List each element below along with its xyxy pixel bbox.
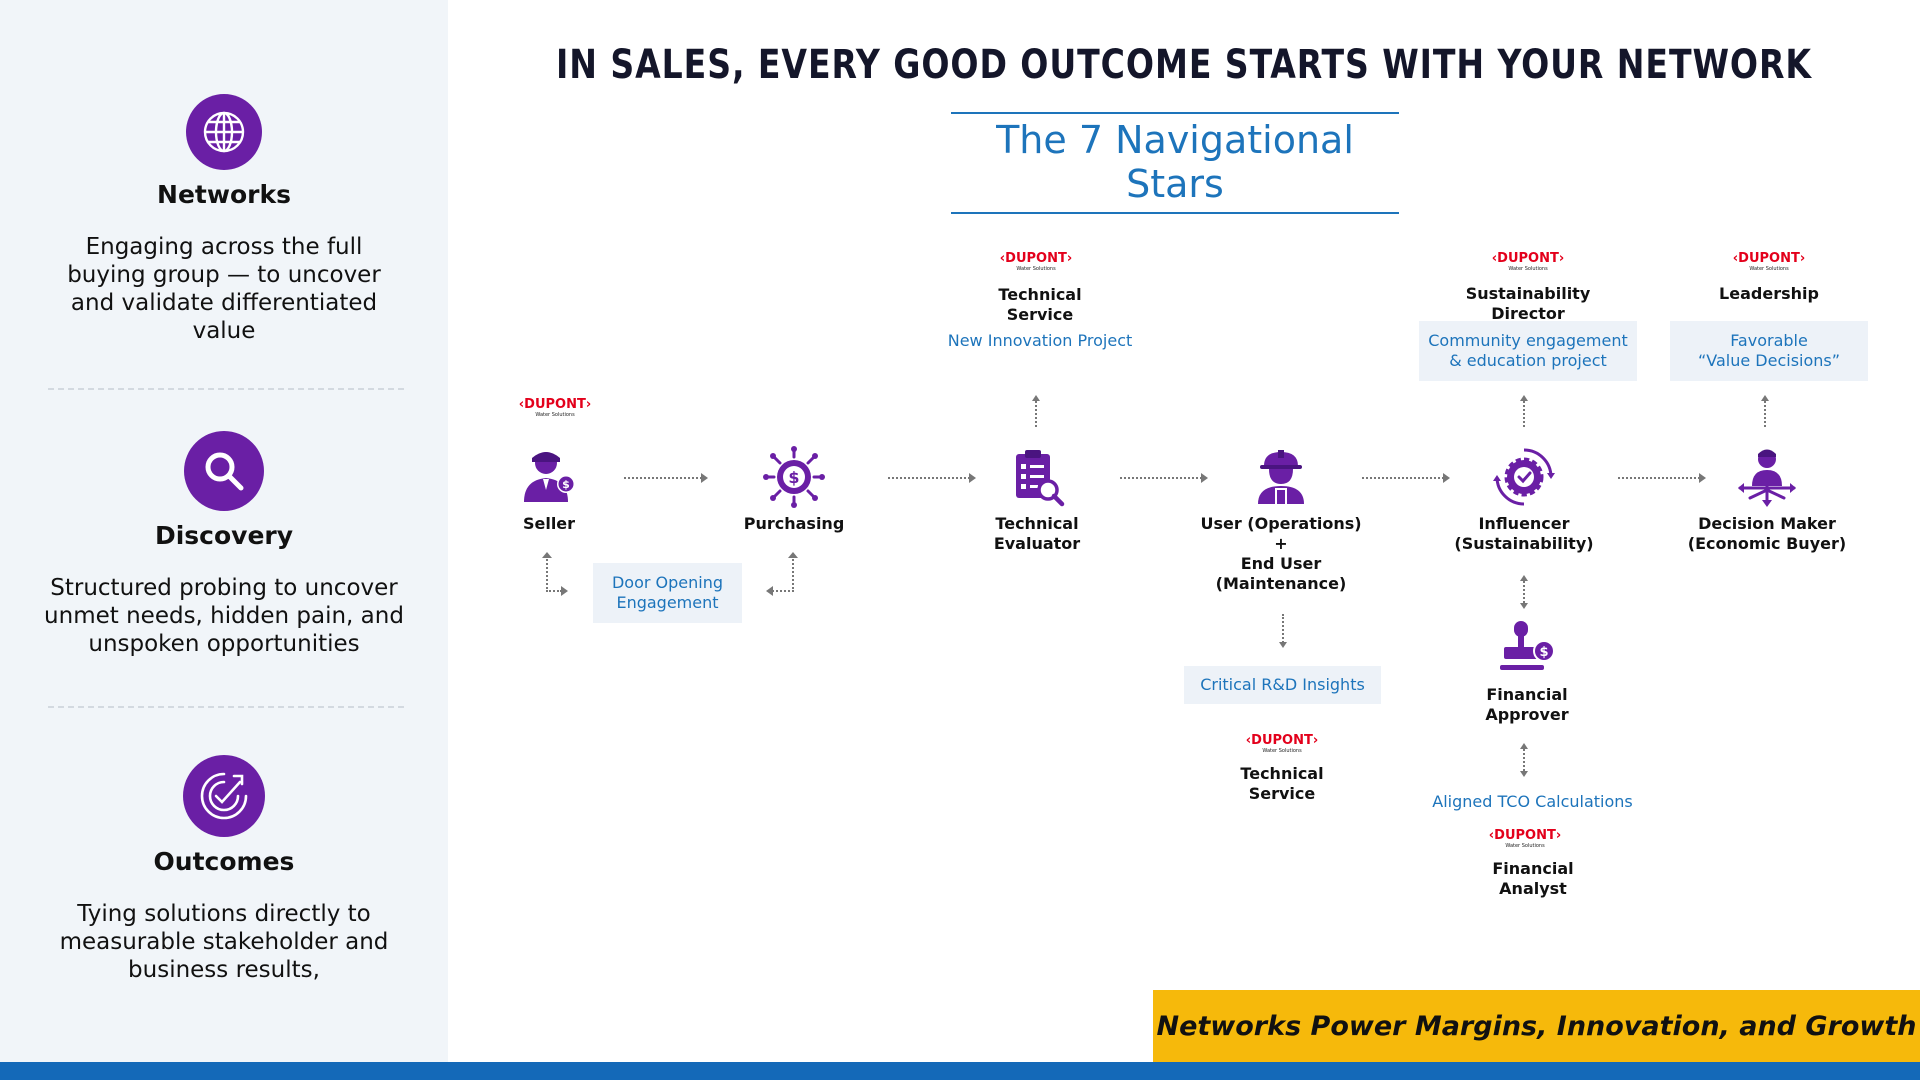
svg-text:$: $ (788, 468, 799, 487)
flow-arrow (1362, 473, 1450, 483)
person-financial-analyst: Financial Analyst (1492, 859, 1574, 898)
connector-arrow (1520, 743, 1528, 777)
dollar-gear-icon: $ (763, 446, 825, 508)
divider (48, 388, 404, 390)
section-discovery: Discovery Structured probing to uncover … (0, 431, 448, 658)
seller-icon: $ (524, 452, 575, 502)
connector-arrow (1279, 614, 1287, 648)
note-door-opening: Door Opening Engagement (593, 563, 742, 623)
magnifier-icon (184, 431, 264, 511)
subtitle-block: The 7 Navigational Stars (951, 112, 1399, 214)
person-sustainability-director: Sustainability Director (1465, 284, 1591, 323)
section-outcomes: Outcomes Tying solutions directly to mea… (0, 755, 448, 984)
node-label: Technical Evaluator (993, 514, 1081, 553)
page-subtitle: The 7 Navigational Stars (951, 112, 1399, 214)
dupont-logo: DUPONTWater Solutions (1485, 829, 1565, 850)
node-label: Purchasing (743, 514, 845, 533)
page-title: IN SALES, EVERY GOOD OUTCOME STARTS WITH… (556, 42, 1812, 88)
node-user-operations: User (Operations) + End User (Maintenanc… (1191, 446, 1371, 594)
section-description: Tying solutions directly to measurable s… (59, 901, 389, 983)
section-description: Structured probing to uncover unmet need… (44, 575, 404, 657)
worker-hardhat-icon (1258, 450, 1304, 504)
decision-maker-icon (1738, 449, 1796, 507)
node-label: Financial Approver (1485, 685, 1569, 724)
person-technical-service: Technical Service (998, 285, 1082, 324)
person-technical-service: Technical Service (1240, 764, 1324, 803)
gear-check-icon (1493, 448, 1555, 506)
note-critical-rd: Critical R&D Insights (1184, 666, 1381, 704)
node-seller: $ Seller (459, 446, 639, 534)
divider (48, 706, 404, 708)
svg-text:$: $ (1539, 645, 1548, 660)
person-leadership: Leadership (1719, 284, 1819, 303)
section-title: Networks (157, 180, 291, 209)
connector-arrow (1761, 395, 1769, 427)
connector-arrow (1032, 395, 1040, 427)
connector-arrow (1520, 575, 1528, 609)
node-label: Seller (522, 514, 576, 533)
svg-text:$: $ (562, 478, 570, 491)
section-description: Engaging across the full buying group — … (67, 234, 381, 344)
note-aligned-tco: Aligned TCO Calculations (1432, 792, 1633, 811)
tagline-banner: Networks Power Margins, Innovation, and … (1153, 990, 1920, 1062)
node-financial-approver: $ Financial Approver (1437, 617, 1617, 725)
stamp-dollar-icon: $ (1500, 621, 1555, 670)
node-influencer: Influencer (Sustainability) (1434, 446, 1614, 554)
node-label: User (Operations) + End User (Maintenanc… (1200, 514, 1362, 593)
node-decision-maker: Decision Maker (Economic Buyer) (1677, 446, 1857, 554)
left-panel: Networks Engaging across the full buying… (0, 0, 448, 1062)
connector-arrow (766, 552, 798, 596)
dupont-logo: DUPONTWater Solutions (1242, 734, 1322, 755)
node-technical-evaluator: Technical Evaluator (947, 446, 1127, 554)
tagline-text: Networks Power Margins, Innovation, and … (1156, 1010, 1917, 1042)
dupont-logo: DUPONTWater Solutions (1729, 252, 1809, 273)
flow-arrow (1618, 473, 1706, 483)
flow-arrow (888, 473, 976, 483)
note-community-engagement: Community engagement & education project (1419, 321, 1637, 381)
section-title: Discovery (154, 521, 294, 550)
target-check-icon (183, 755, 265, 837)
flow-arrow (1120, 473, 1208, 483)
bottom-accent-bar (0, 1062, 1920, 1080)
note-favorable-value-decisions: Favorable “Value Decisions” (1670, 321, 1868, 381)
checklist-magnifier-icon (1016, 450, 1065, 507)
node-label: Decision Maker (Economic Buyer) (1687, 514, 1847, 553)
section-title: Outcomes (153, 847, 295, 876)
note-new-innovation: New Innovation Project (947, 331, 1133, 350)
dupont-logo: DUPONTWater Solutions (515, 398, 595, 419)
flow-arrow (624, 473, 708, 483)
connector-arrow (1520, 395, 1528, 427)
node-label: Influencer (Sustainability) (1454, 514, 1594, 553)
section-networks: Networks Engaging across the full buying… (0, 94, 448, 345)
dupont-logo: DUPONTWater Solutions (996, 252, 1076, 273)
node-purchasing: $ Purchasing (704, 446, 884, 534)
connector-arrow (542, 552, 568, 596)
dupont-logo: DUPONTWater Solutions (1488, 252, 1568, 273)
globe-icon (186, 94, 262, 170)
